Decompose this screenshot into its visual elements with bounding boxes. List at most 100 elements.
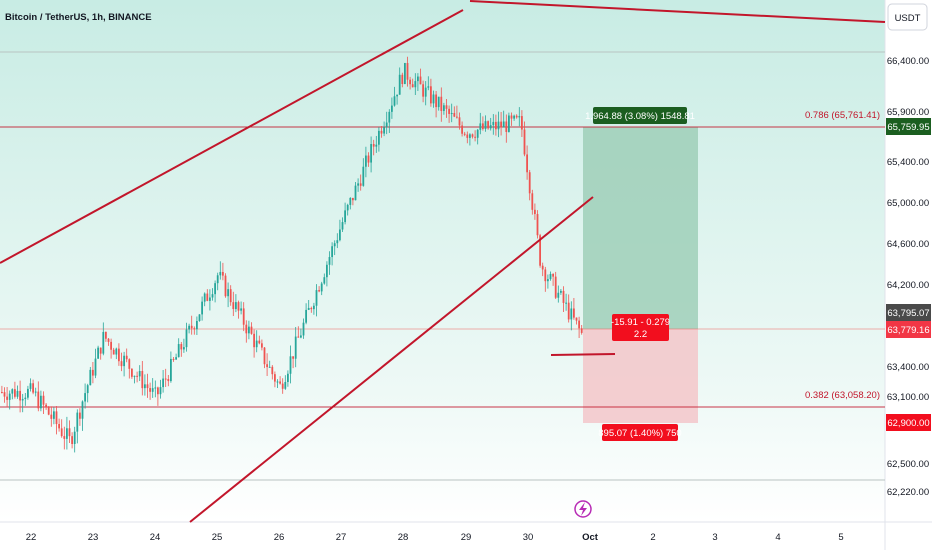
candle-body: [141, 370, 144, 389]
candle-body: [575, 317, 578, 321]
trend-line-top-right[interactable]: [469, 0, 886, 23]
lightning-event-icon[interactable]: [574, 500, 592, 518]
candle-body: [268, 366, 271, 368]
candle-body: [209, 297, 211, 301]
candle-body: [430, 86, 432, 104]
candle-body: [513, 115, 515, 119]
candle-body: [279, 381, 281, 384]
candle-body: [154, 387, 157, 389]
candle-body: [120, 361, 123, 367]
candle-body: [383, 127, 385, 134]
candle-body: [136, 375, 138, 377]
trend-line-lower-channel[interactable]: [189, 196, 594, 523]
price-tick-label: 62,500.00: [887, 459, 929, 470]
candle-body: [422, 84, 424, 97]
candle-body: [19, 390, 21, 401]
entry-label-line1: -15.91 - 0.279: [611, 317, 670, 328]
candle-body: [313, 305, 315, 310]
time-tick-label: 2: [650, 532, 655, 543]
candle-body: [112, 349, 115, 355]
candle-body: [450, 113, 453, 115]
candle-body: [344, 210, 346, 223]
trend-line-upper-channel[interactable]: [0, 9, 464, 264]
support-line[interactable]: [550, 353, 616, 356]
candle-body: [458, 117, 461, 126]
candle-body: [456, 116, 458, 118]
target-label[interactable]: 1,964.88 (3.08%) 1548.81: [585, 107, 695, 124]
stop-label[interactable]: 895.07 (1.40%) 750: [598, 424, 682, 441]
candle-body: [63, 436, 66, 439]
price-tick-label: 63,400.00: [887, 362, 929, 373]
candle-body: [331, 246, 333, 258]
candle-body: [474, 136, 476, 138]
candle-body: [261, 343, 263, 348]
candle-body: [274, 374, 276, 382]
candle-body: [92, 369, 94, 376]
candle-body: [484, 121, 487, 130]
candle-body: [177, 344, 180, 358]
stop-zone[interactable]: [583, 329, 698, 423]
candle-body: [170, 358, 172, 382]
candle-body: [8, 393, 11, 400]
candle-body: [411, 84, 414, 88]
candle-body: [76, 412, 79, 432]
candle-body: [159, 387, 162, 395]
candle-body: [544, 269, 547, 282]
candle-body: [81, 401, 84, 419]
candle-body: [448, 108, 450, 114]
fib-label-upper: 0.786 (65,761.41): [805, 110, 880, 121]
candle-body: [440, 96, 443, 111]
candle-body: [206, 293, 209, 301]
currency-button[interactable]: USDT: [887, 3, 928, 31]
candle-body: [562, 290, 565, 303]
candle-body: [167, 379, 170, 382]
time-tick-label: 22: [26, 532, 37, 543]
candlestick-series[interactable]: [1, 56, 583, 453]
candle-body: [289, 356, 292, 374]
candle-body: [29, 383, 32, 389]
candle-body: [352, 197, 354, 201]
candle-body: [432, 94, 435, 104]
candle-body: [419, 76, 422, 85]
price-tick-label: 62,220.00: [887, 487, 929, 498]
candle-body: [510, 115, 513, 119]
candle-body: [341, 222, 344, 230]
candle-body: [297, 336, 300, 338]
candle-body: [180, 344, 183, 350]
candle-body: [523, 129, 526, 155]
candle-body: [125, 355, 128, 360]
candle-body: [521, 116, 523, 130]
candle-body: [466, 134, 469, 138]
candle-body: [427, 86, 430, 88]
candle-body: [320, 283, 323, 292]
time-tick-label: Oct: [582, 532, 599, 543]
time-tick-label: 24: [150, 532, 161, 543]
time-axis-panel[interactable]: [0, 522, 885, 550]
price-axis-panel[interactable]: [885, 0, 932, 550]
candle-body: [175, 357, 177, 360]
candle-body: [414, 81, 417, 88]
candle-body: [203, 293, 206, 302]
candle-body: [469, 134, 471, 138]
entry-label[interactable]: -15.91 - 0.279 2.2: [611, 314, 670, 341]
candle-body: [482, 123, 484, 130]
time-tick-label: 25: [212, 532, 223, 543]
symbol-title[interactable]: Bitcoin / TetherUS, 1h, BINANCE: [5, 12, 152, 23]
candle-body: [131, 368, 133, 377]
target-label-text: 1,964.88 (3.08%) 1548.81: [585, 111, 695, 122]
candle-body: [94, 358, 97, 376]
candle-body: [229, 289, 232, 303]
candle-body: [365, 155, 367, 167]
candle-body: [32, 383, 34, 393]
candle-body: [385, 122, 388, 128]
candle-body: [528, 172, 531, 194]
candle-body: [294, 336, 297, 359]
candle-body: [245, 324, 248, 334]
candle-body: [315, 290, 318, 306]
price-tick-label: 64,600.00: [887, 239, 929, 250]
candle-body: [53, 411, 55, 419]
candle-body: [502, 121, 505, 128]
target-zone[interactable]: [583, 127, 698, 329]
